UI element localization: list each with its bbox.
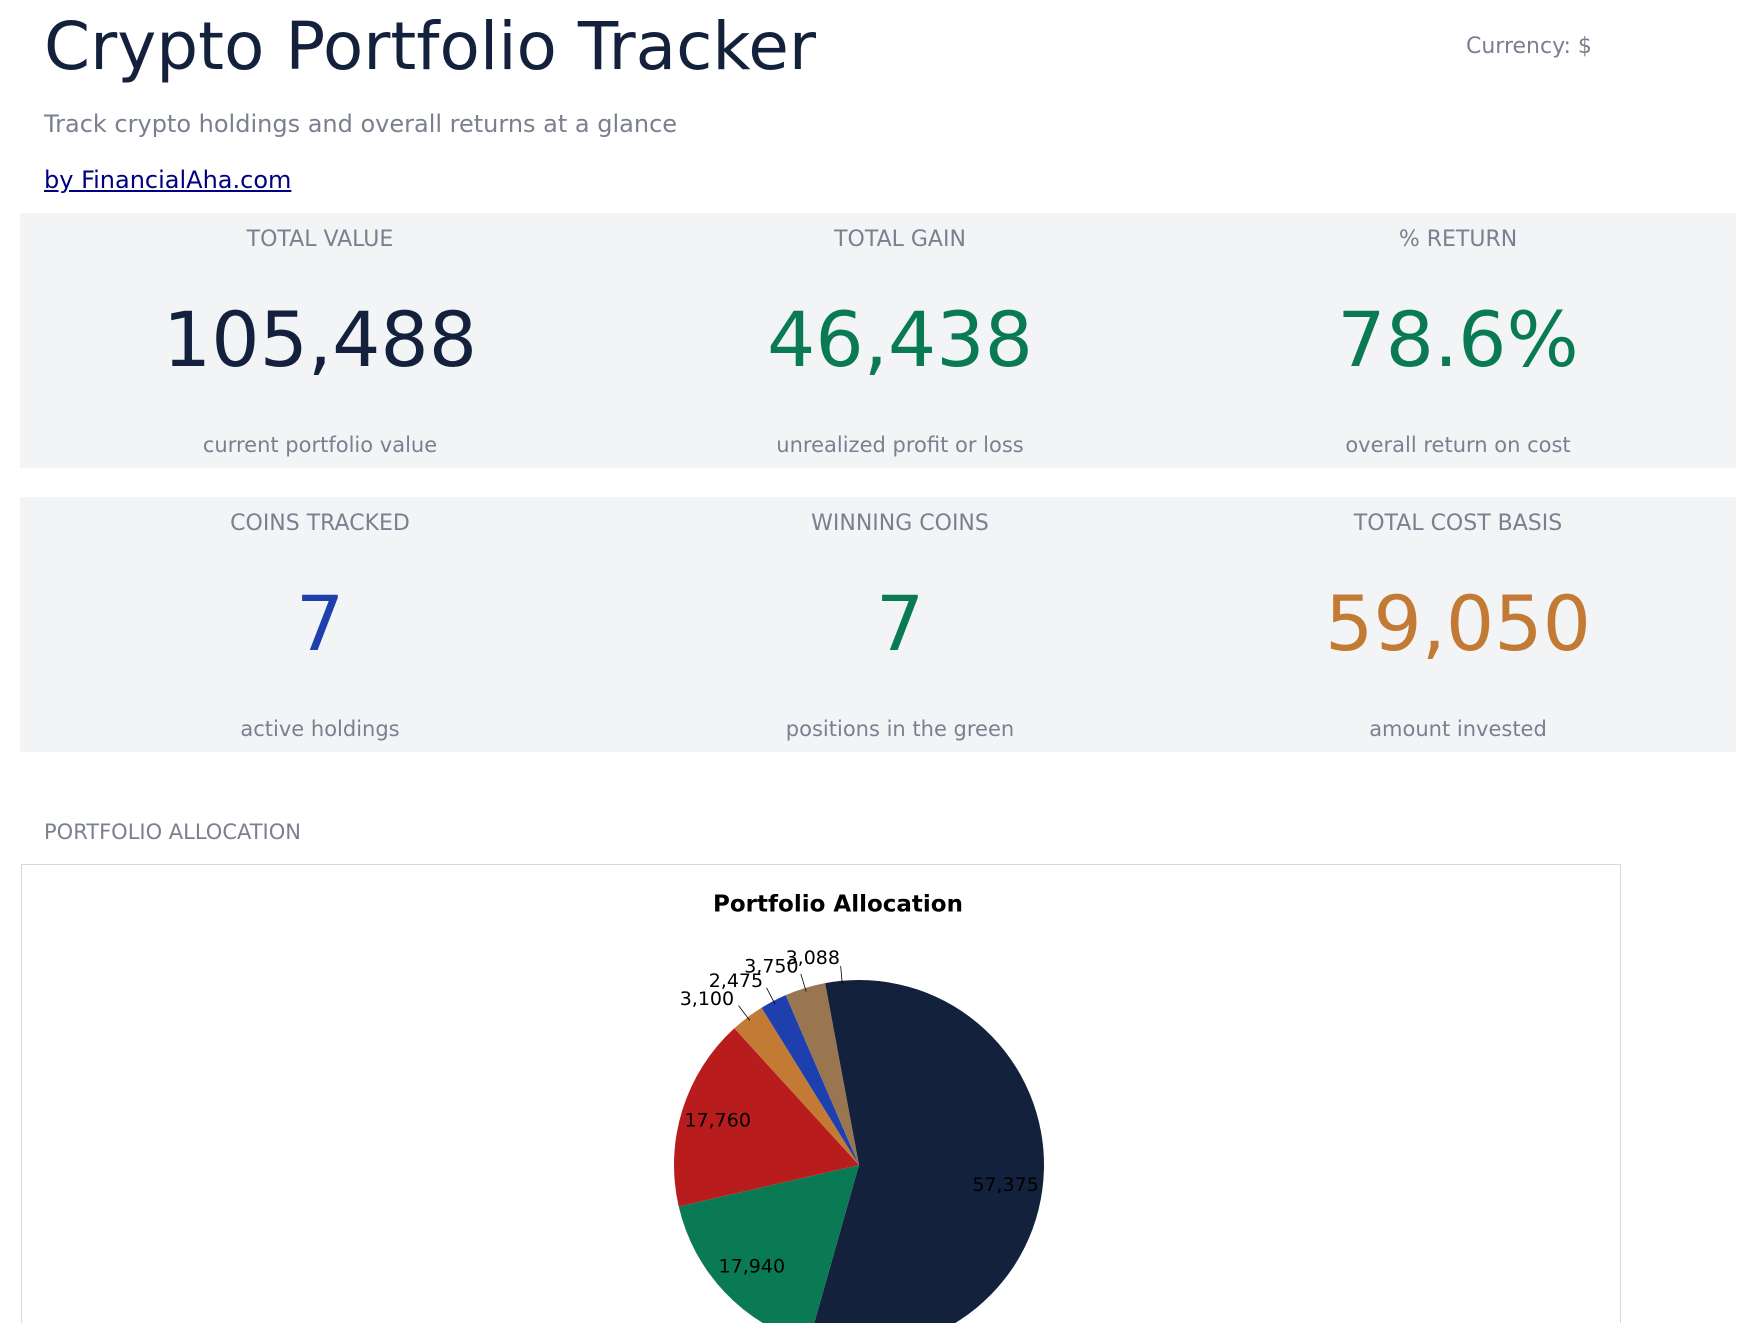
slice-label: 3,750 bbox=[744, 955, 798, 977]
kpi-label: TOTAL VALUE bbox=[246, 227, 394, 252]
kpi-note: amount invested bbox=[1369, 717, 1547, 741]
kpi-card: % RETURN 78.6% overall return on cost bbox=[1208, 213, 1708, 468]
kpi-panel: COINS TRACKED 7 active holdings WINNING COI… bbox=[20, 497, 1736, 752]
kpi-value: 7 bbox=[875, 579, 925, 668]
pie-slice bbox=[825, 980, 859, 1165]
kpi-card: TOTAL GAIN 46,438 unrealized profit or los… bbox=[650, 213, 1150, 468]
pie-slice bbox=[734, 1007, 859, 1165]
kpi-label: TOTAL COST BASIS bbox=[1353, 511, 1563, 536]
subtitle: Track crypto holdings and overall return… bbox=[44, 110, 678, 138]
chart: Portfolio Allocation 57,375 17,940 17,760 3… bbox=[674, 892, 1044, 1323]
kpi-card: TOTAL COST BASIS 59,050 amount invested bbox=[1208, 497, 1708, 752]
kpi-card: WINNING COINS 7 positions in the green bbox=[650, 497, 1150, 752]
kpi-panel: TOTAL VALUE 105,488 current portfolio valu… bbox=[20, 213, 1736, 468]
slice-label: 17,940 bbox=[719, 1256, 785, 1278]
pie-slice bbox=[814, 980, 1044, 1323]
kpi-value: 7 bbox=[295, 579, 345, 668]
kpi-note: overall return on cost bbox=[1345, 433, 1571, 457]
kpi-label: COINS TRACKED bbox=[230, 511, 410, 536]
section-title: PORTFOLIO ALLOCATION bbox=[44, 820, 301, 844]
currency: Currency: $ bbox=[1466, 34, 1592, 59]
kpi-value: 105,488 bbox=[162, 295, 478, 384]
kpi-card: TOTAL VALUE 105,488 current portfolio valu… bbox=[70, 213, 570, 468]
chart-box: Portfolio Allocation 57,375 17,940 17,760 3… bbox=[21, 864, 1621, 1323]
source-link[interactable]: by FinancialAha.com bbox=[44, 166, 292, 194]
leader-line bbox=[738, 1005, 751, 1021]
pie-slice bbox=[678, 1165, 859, 1323]
kpi-note: positions in the green bbox=[785, 717, 1015, 741]
leader-line bbox=[766, 987, 776, 1005]
pie-slice bbox=[785, 983, 859, 1165]
kpi-note: unrealized profit or loss bbox=[776, 433, 1024, 457]
kpi-card: COINS TRACKED 7 active holdings bbox=[70, 497, 570, 752]
leader-line bbox=[840, 966, 843, 985]
slice-label: 3,100 bbox=[680, 988, 734, 1010]
kpi-label: WINNING COINS bbox=[811, 511, 989, 536]
pie-slice bbox=[674, 1028, 859, 1207]
pie-slice bbox=[761, 995, 859, 1165]
slice-label: 2,475 bbox=[709, 970, 763, 992]
leader-line bbox=[800, 973, 807, 992]
kpi-label: TOTAL GAIN bbox=[834, 227, 966, 252]
slice-label: 3,088 bbox=[786, 947, 840, 969]
chart-title: Portfolio Allocation bbox=[713, 892, 963, 918]
kpi-value: 46,438 bbox=[767, 295, 1033, 384]
slice-label: 17,760 bbox=[684, 1109, 750, 1131]
slice-label: 57,375 bbox=[972, 1174, 1038, 1196]
kpi-note: active holdings bbox=[240, 717, 400, 741]
kpi-value: 59,050 bbox=[1325, 579, 1591, 668]
kpi-note: current portfolio value bbox=[202, 433, 438, 457]
kpi-label: % RETURN bbox=[1398, 227, 1518, 252]
kpi-value: 78.6% bbox=[1337, 295, 1579, 384]
page-title: Crypto Portfolio Tracker bbox=[44, 8, 816, 85]
